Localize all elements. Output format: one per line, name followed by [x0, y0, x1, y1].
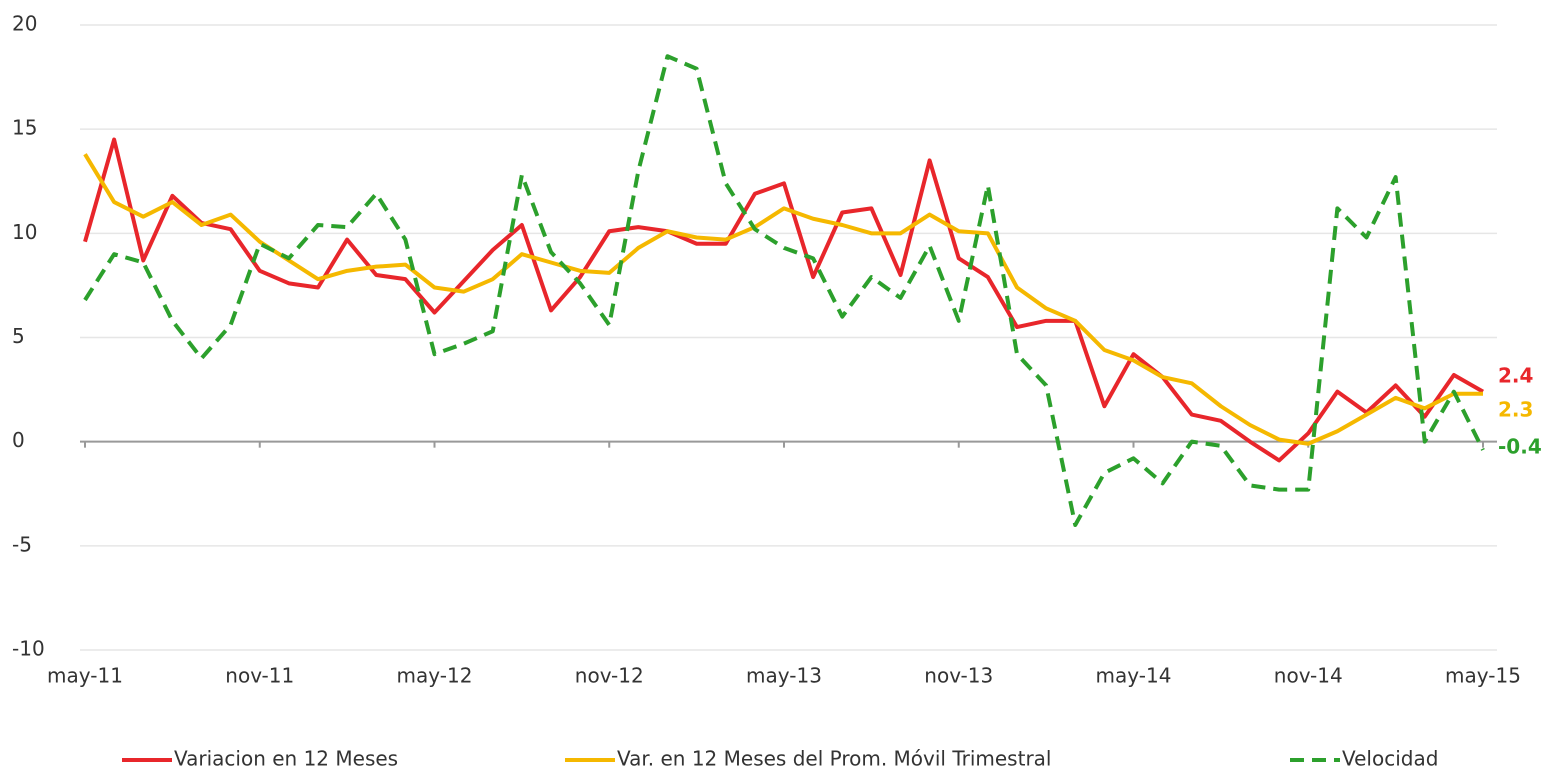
end-label: 2.4	[1498, 364, 1533, 388]
y-tick-label: 15	[12, 116, 37, 140]
series-line	[83, 137, 1484, 463]
x-tick-label: may-15	[1445, 664, 1521, 688]
legend-label: Var. en 12 Meses del Prom. Móvil Trimest…	[617, 747, 1051, 770]
end-label: 2.3	[1498, 398, 1533, 422]
y-tick-label: -5	[12, 532, 32, 556]
y-tick-label: 0	[12, 428, 25, 452]
x-tick-label: may-13	[746, 664, 822, 688]
end-label: -0.4	[1498, 435, 1542, 459]
y-tick-label: 5	[12, 324, 25, 348]
series-line	[83, 153, 1483, 446]
x-tick-label: may-14	[1096, 664, 1172, 688]
y-tick-label: 10	[12, 220, 37, 244]
x-tick-label: nov-12	[575, 664, 644, 688]
x-tick-label: nov-13	[924, 664, 993, 688]
series-line	[83, 54, 1485, 527]
legend-label: Velocidad	[1342, 747, 1438, 770]
x-tick-label: may-12	[397, 664, 473, 688]
legend-label: Variacion en 12 Meses	[174, 747, 398, 770]
x-tick-label: nov-11	[225, 664, 294, 688]
x-tick-label: may-11	[47, 664, 123, 688]
x-tick-label: nov-14	[1274, 664, 1343, 688]
y-tick-label: -10	[12, 637, 45, 661]
y-tick-label: 20	[12, 12, 37, 36]
